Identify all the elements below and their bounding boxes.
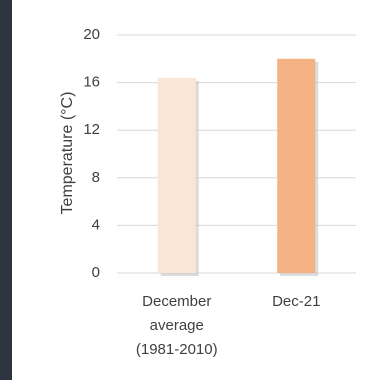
x-tick-label: (1981-2010) bbox=[136, 341, 218, 358]
y-axis-label: Temperature (°C) bbox=[59, 92, 76, 215]
bars bbox=[158, 59, 319, 276]
gridlines bbox=[117, 35, 356, 273]
y-tick-label: 20 bbox=[83, 26, 100, 43]
x-tick-labels: December average (1981-2010) Dec-21 bbox=[136, 293, 321, 358]
bar bbox=[277, 59, 315, 273]
y-tick-label: 8 bbox=[92, 169, 100, 186]
y-tick-label: 0 bbox=[92, 264, 100, 281]
x-tick-label: average bbox=[150, 317, 204, 334]
y-tick-label: 12 bbox=[83, 121, 100, 138]
y-tick-label: 16 bbox=[83, 74, 100, 91]
x-tick-label: Dec-21 bbox=[272, 293, 320, 310]
bar bbox=[158, 78, 196, 273]
y-tick-labels: 0 4 8 12 16 20 bbox=[83, 26, 100, 281]
y-tick-label: 4 bbox=[92, 216, 100, 233]
x-tick-label: December bbox=[142, 293, 211, 310]
